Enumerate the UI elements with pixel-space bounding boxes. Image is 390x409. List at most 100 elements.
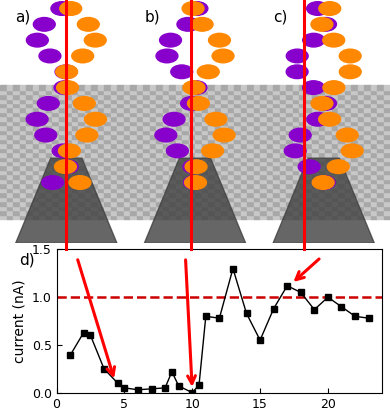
Bar: [325, 170, 332, 174]
Bar: [299, 134, 305, 139]
Bar: [104, 148, 110, 152]
Bar: [163, 117, 169, 121]
Circle shape: [155, 128, 177, 142]
Bar: [377, 99, 383, 103]
Bar: [39, 161, 46, 166]
Bar: [266, 179, 273, 183]
Bar: [32, 108, 39, 112]
Bar: [215, 201, 221, 206]
Bar: [202, 192, 208, 197]
Bar: [58, 210, 65, 215]
Circle shape: [58, 144, 80, 158]
Bar: [163, 139, 169, 143]
Bar: [208, 197, 214, 201]
Bar: [32, 201, 39, 206]
Bar: [52, 125, 58, 130]
Bar: [383, 170, 390, 174]
Bar: [78, 188, 85, 192]
Bar: [110, 206, 117, 210]
Bar: [370, 108, 377, 112]
Bar: [143, 183, 149, 188]
Bar: [39, 179, 46, 183]
Bar: [58, 157, 65, 161]
Bar: [332, 192, 338, 197]
Bar: [149, 210, 156, 215]
Circle shape: [183, 81, 205, 94]
Text: a): a): [16, 10, 31, 25]
Bar: [377, 134, 383, 139]
Bar: [260, 148, 266, 152]
Bar: [305, 112, 312, 117]
Bar: [299, 170, 305, 174]
Bar: [176, 108, 182, 112]
Bar: [254, 94, 260, 99]
Bar: [358, 157, 364, 161]
Bar: [176, 206, 182, 210]
Bar: [20, 215, 26, 219]
Bar: [351, 139, 358, 143]
Bar: [176, 179, 182, 183]
Bar: [176, 90, 182, 94]
Bar: [319, 108, 325, 112]
Bar: [124, 183, 130, 188]
Bar: [46, 161, 52, 166]
Bar: [195, 103, 202, 108]
Bar: [215, 139, 221, 143]
Circle shape: [336, 128, 358, 142]
Circle shape: [311, 18, 333, 31]
Bar: [273, 152, 280, 157]
Bar: [312, 201, 319, 206]
Bar: [0, 166, 7, 170]
Bar: [124, 139, 130, 143]
Bar: [260, 85, 266, 90]
Bar: [156, 152, 163, 157]
Bar: [156, 157, 163, 161]
Bar: [312, 210, 319, 215]
Bar: [110, 121, 117, 125]
Bar: [78, 134, 85, 139]
Bar: [377, 90, 383, 94]
Bar: [124, 85, 130, 90]
Bar: [182, 197, 188, 201]
Bar: [110, 103, 117, 108]
Bar: [215, 121, 221, 125]
Bar: [71, 183, 78, 188]
Bar: [182, 192, 188, 197]
Bar: [299, 161, 305, 166]
Bar: [7, 188, 13, 192]
Bar: [117, 201, 124, 206]
Bar: [227, 121, 234, 125]
Bar: [273, 157, 280, 161]
Bar: [195, 210, 202, 215]
Bar: [7, 157, 13, 161]
Bar: [227, 125, 234, 130]
Bar: [182, 112, 188, 117]
Bar: [98, 183, 104, 188]
Bar: [20, 139, 26, 143]
Bar: [176, 152, 182, 157]
Bar: [65, 103, 71, 108]
Bar: [344, 121, 351, 125]
Bar: [351, 112, 358, 117]
Bar: [52, 148, 58, 152]
Bar: [136, 148, 143, 152]
Bar: [124, 188, 130, 192]
Bar: [182, 206, 188, 210]
Bar: [20, 90, 26, 94]
Bar: [13, 201, 20, 206]
Bar: [65, 179, 71, 183]
Circle shape: [341, 144, 363, 158]
Bar: [156, 210, 163, 215]
Circle shape: [184, 176, 206, 189]
Bar: [332, 166, 338, 170]
Bar: [117, 170, 124, 174]
Bar: [332, 174, 338, 179]
Bar: [227, 183, 234, 188]
Bar: [110, 188, 117, 192]
Bar: [149, 121, 156, 125]
Text: d): d): [19, 252, 35, 267]
Bar: [91, 103, 98, 108]
Bar: [266, 130, 273, 134]
Bar: [344, 197, 351, 201]
Bar: [286, 197, 292, 201]
